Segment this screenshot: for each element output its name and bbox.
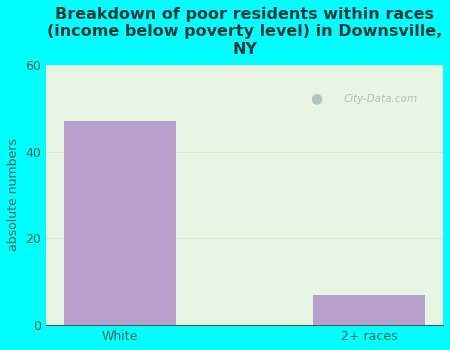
Y-axis label: absolute numbers: absolute numbers [7,139,20,251]
Text: ●: ● [310,92,322,106]
Text: City-Data.com: City-Data.com [344,94,418,104]
Title: Breakdown of poor residents within races
(income below poverty level) in Downsvi: Breakdown of poor residents within races… [47,7,442,57]
Bar [64,121,176,325]
Bar [313,295,425,325]
